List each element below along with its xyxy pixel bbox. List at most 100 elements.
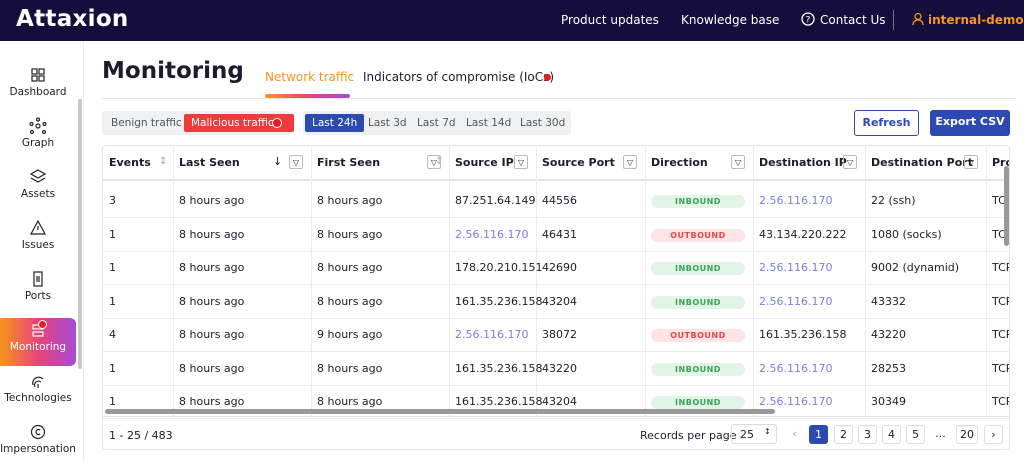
column-header[interactable]: Destination IP — [759, 156, 847, 169]
nav-link[interactable]: Knowledge base — [681, 13, 780, 27]
export-button[interactable]: Export CSV — [930, 110, 1010, 136]
row-divider — [103, 284, 1009, 285]
direction-badge: OUTBOUND — [651, 228, 745, 242]
page-button[interactable]: 5 — [906, 425, 925, 444]
sidebar-item[interactable]: Ports — [0, 267, 76, 315]
filter-icon[interactable]: ▽ — [843, 155, 857, 169]
cell-text: 8 hours ago — [179, 361, 245, 375]
refresh-button[interactable]: Refresh — [854, 110, 919, 136]
filter-icon[interactable]: ▽ — [731, 155, 745, 169]
sidebar-item[interactable]: Graph — [0, 114, 76, 162]
nav-link[interactable]: Product updates — [561, 13, 659, 27]
alert-dot — [272, 118, 282, 128]
column-header[interactable]: Last Seen — [179, 156, 240, 169]
filter-icon[interactable]: ▽ — [514, 155, 528, 169]
cell-text: 8 hours ago — [317, 261, 383, 274]
column-header[interactable]: First Seen — [317, 156, 381, 169]
cell-text: 38072 — [542, 328, 577, 341]
filter-chip[interactable]: Benign traffic — [111, 117, 182, 129]
cell-text: 43.134.220.222 — [759, 227, 847, 241]
sidebar: Dashboard Graph Assets Issues Ports Monitorin… — [0, 41, 84, 462]
page-button[interactable]: 1 — [809, 425, 828, 444]
page-next[interactable]: › — [984, 425, 1003, 444]
page-button[interactable]: 3 — [858, 425, 877, 444]
filter-icon[interactable]: ▽ — [964, 155, 978, 169]
ip-link[interactable]: 2.56.116.170 — [759, 395, 833, 408]
range-chip[interactable]: Last 14d — [466, 117, 512, 129]
col-divider — [645, 146, 646, 416]
column-header[interactable]: Direction — [651, 156, 708, 169]
page-prev[interactable]: ‹ — [792, 427, 797, 440]
range-chip[interactable]: Last 24h — [305, 114, 365, 132]
sort-icon: ↕ — [159, 156, 168, 167]
row-divider — [103, 250, 1009, 252]
sidebar-item[interactable]: Assets — [0, 165, 76, 213]
header-row — [103, 146, 1009, 181]
nav-link[interactable]: Contact Us — [820, 13, 886, 27]
cell-text: 8 hours ago — [179, 395, 245, 408]
column-header[interactable]: Events — [109, 156, 151, 169]
logo[interactable]: Attaxion — [16, 6, 129, 32]
sidebar-item[interactable]: Technologies — [0, 369, 76, 417]
sidebar-item[interactable]: Impersonation — [0, 420, 76, 468]
per-page-select[interactable]: 25 ↕ — [731, 424, 777, 444]
table: Events ↕ Last Seen ↓ ▽ First Seen ↕ ▽ Source IP ▽… — [102, 145, 1010, 450]
cell-text: 161.35.236.158 — [759, 328, 847, 341]
cell-text: 44556 — [542, 194, 577, 207]
user-icon — [912, 12, 924, 26]
col-divider — [753, 146, 754, 416]
ip-link[interactable]: 2.56.116.170 — [759, 361, 833, 375]
ip-link[interactable]: 2.56.116.170 — [455, 328, 529, 341]
cell-text: 30349 — [871, 395, 906, 408]
ip-link[interactable]: 2.56.116.170 — [455, 227, 529, 241]
ip-link[interactable]: 2.56.116.170 — [759, 194, 833, 207]
sidebar-item[interactable]: Issues — [0, 216, 76, 264]
page-button[interactable]: 2 — [834, 425, 853, 444]
cell-text: 87.251.64.149 — [455, 194, 536, 207]
filter-icon[interactable]: ▽ — [289, 155, 303, 169]
sort-icon: ↕ — [435, 156, 444, 167]
tab[interactable]: Indicators of compromise (IoCs) — [363, 70, 555, 84]
ip-link[interactable]: 2.56.116.170 — [759, 294, 833, 308]
select-arrow: ↕ — [764, 427, 771, 436]
filter-icon[interactable]: ▽ — [623, 155, 637, 169]
sidebar-label: Impersonation — [0, 443, 76, 455]
column-header[interactable]: Protocol — [992, 156, 1009, 169]
row-divider — [103, 384, 1009, 386]
col-divider — [449, 146, 450, 416]
column-header[interactable]: Source Port — [542, 156, 615, 169]
sidebar-item[interactable]: Monitoring — [0, 318, 76, 366]
col-divider — [865, 146, 866, 416]
top-bar: Attaxion Product updates Knowledge base … — [0, 0, 1024, 41]
cell-text: 1 — [109, 294, 116, 308]
alert-dot — [544, 74, 551, 81]
range-chip[interactable]: Last 30d — [520, 117, 566, 129]
filter-icon[interactable]: ▽ — [427, 155, 441, 169]
range-filter: Last 24h Last 3d Last 7d Last 14d Last 30d — [303, 111, 571, 135]
sidebar-icon — [29, 219, 47, 235]
column-header[interactable]: Source IP — [455, 156, 514, 169]
range-chip[interactable]: Last 3d — [368, 117, 407, 129]
column-header[interactable]: Destination Port — [871, 156, 973, 169]
page-button[interactable]: ... — [935, 427, 946, 440]
filter-chip[interactable]: Malicious traffic — [184, 114, 294, 132]
user-name[interactable]: internal-demo — [928, 13, 1024, 27]
per-page-label: Records per page — [640, 429, 737, 442]
col-divider — [311, 146, 312, 416]
page-button[interactable]: 20 — [956, 425, 978, 444]
cell-text: 161.35.236.158 — [455, 361, 543, 375]
sidebar-item[interactable]: Dashboard — [0, 63, 76, 111]
cell-text: 8 hours ago — [317, 227, 383, 241]
cell-text: 43220 — [542, 361, 577, 375]
ip-link[interactable]: 2.56.116.170 — [759, 261, 833, 274]
row-divider — [103, 351, 1009, 352]
range-chip[interactable]: Last 7d — [417, 117, 456, 129]
page-button[interactable]: 4 — [882, 425, 901, 444]
cell-text: 8 hours ago — [179, 261, 245, 274]
cell-text: 8 hours ago — [179, 227, 245, 241]
cell-text: 22 (ssh) — [871, 194, 916, 207]
cell-text: 9 hours ago — [317, 328, 383, 341]
tab[interactable]: Network traffic — [265, 70, 355, 84]
cell-text: 8 hours ago — [179, 328, 245, 341]
